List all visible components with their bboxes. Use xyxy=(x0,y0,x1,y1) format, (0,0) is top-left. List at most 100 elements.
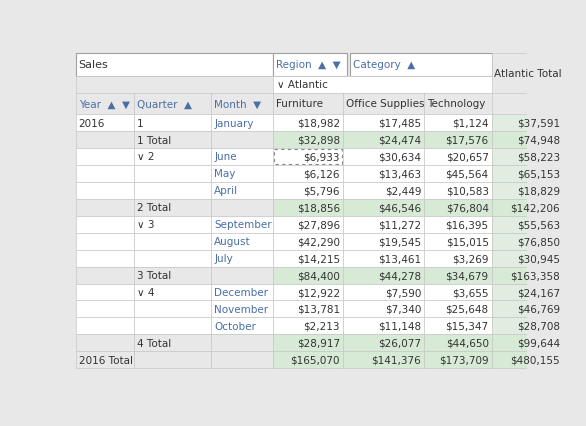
Text: $28,917: $28,917 xyxy=(297,338,340,348)
Text: $65,153: $65,153 xyxy=(517,169,560,179)
Text: Atlantic Total: Atlantic Total xyxy=(493,69,561,78)
Bar xyxy=(492,301,563,318)
Bar xyxy=(343,166,424,182)
Bar xyxy=(492,182,563,199)
Bar xyxy=(134,318,211,334)
Text: $11,272: $11,272 xyxy=(378,220,421,230)
Bar xyxy=(76,199,134,216)
Bar xyxy=(273,301,343,318)
Bar xyxy=(273,233,343,250)
Bar xyxy=(273,53,347,77)
Bar xyxy=(343,93,424,115)
Bar xyxy=(492,284,563,301)
Text: $6,126: $6,126 xyxy=(304,169,340,179)
Bar xyxy=(273,250,343,267)
Text: $74,948: $74,948 xyxy=(517,135,560,145)
Text: $5,796: $5,796 xyxy=(304,186,340,196)
Bar xyxy=(134,351,211,368)
Text: $7,590: $7,590 xyxy=(385,288,421,297)
Text: $30,945: $30,945 xyxy=(517,253,560,264)
Text: $18,982: $18,982 xyxy=(297,118,340,128)
Bar xyxy=(492,318,563,334)
Text: Region  ▲  ▼: Region ▲ ▼ xyxy=(277,60,341,70)
Bar xyxy=(273,132,343,149)
Text: $27,896: $27,896 xyxy=(297,220,340,230)
Text: $58,223: $58,223 xyxy=(517,152,560,162)
Bar xyxy=(211,199,273,216)
Bar xyxy=(76,318,134,334)
Bar xyxy=(273,166,343,182)
Bar xyxy=(492,216,563,233)
Text: Quarter  ▲: Quarter ▲ xyxy=(137,99,192,109)
Bar xyxy=(492,166,563,182)
Text: Category  ▲: Category ▲ xyxy=(353,60,415,70)
Bar xyxy=(424,284,492,301)
Text: December: December xyxy=(214,288,268,297)
Text: 1 Total: 1 Total xyxy=(137,135,171,145)
Text: $14,215: $14,215 xyxy=(297,253,340,264)
Text: 2016 Total: 2016 Total xyxy=(79,355,132,365)
Bar xyxy=(76,351,134,368)
Bar xyxy=(424,93,492,115)
Bar xyxy=(492,233,563,250)
Bar xyxy=(424,233,492,250)
Bar xyxy=(343,250,424,267)
Bar xyxy=(211,284,273,301)
Bar xyxy=(211,149,273,166)
Bar xyxy=(273,284,343,301)
Bar xyxy=(76,115,134,132)
Bar xyxy=(273,115,343,132)
Bar xyxy=(134,182,211,199)
Text: $30,634: $30,634 xyxy=(378,152,421,162)
Bar xyxy=(424,334,492,351)
Bar xyxy=(343,334,424,351)
Text: $25,648: $25,648 xyxy=(445,304,489,314)
Text: Technology: Technology xyxy=(427,99,486,109)
Text: $15,015: $15,015 xyxy=(445,237,489,247)
Bar xyxy=(492,250,563,267)
Text: July: July xyxy=(214,253,233,264)
Text: Sales: Sales xyxy=(79,60,108,70)
Text: $10,583: $10,583 xyxy=(445,186,489,196)
Text: $173,709: $173,709 xyxy=(439,355,489,365)
Bar xyxy=(424,351,492,368)
Bar xyxy=(134,284,211,301)
Text: 3 Total: 3 Total xyxy=(137,271,171,280)
Bar xyxy=(134,301,211,318)
Bar xyxy=(211,93,273,115)
Bar xyxy=(273,199,343,216)
Text: $45,564: $45,564 xyxy=(445,169,489,179)
Text: $12,922: $12,922 xyxy=(297,288,340,297)
Bar xyxy=(211,132,273,149)
Bar xyxy=(273,93,343,115)
Bar xyxy=(424,199,492,216)
Bar xyxy=(273,334,343,351)
Text: 2 Total: 2 Total xyxy=(137,203,171,213)
Bar xyxy=(211,182,273,199)
Text: $163,358: $163,358 xyxy=(510,271,560,280)
Bar xyxy=(492,199,563,216)
Bar xyxy=(424,166,492,182)
Text: $24,167: $24,167 xyxy=(517,288,560,297)
Bar xyxy=(211,267,273,284)
Bar xyxy=(424,318,492,334)
Bar xyxy=(492,267,563,284)
Text: $2,213: $2,213 xyxy=(304,321,340,331)
Bar xyxy=(492,53,563,93)
Text: 4 Total: 4 Total xyxy=(137,338,171,348)
Bar xyxy=(343,132,424,149)
Text: 1: 1 xyxy=(137,118,144,128)
Text: $44,650: $44,650 xyxy=(445,338,489,348)
Bar xyxy=(343,318,424,334)
Bar xyxy=(76,166,134,182)
Bar xyxy=(424,216,492,233)
Bar xyxy=(492,351,563,368)
Text: $3,269: $3,269 xyxy=(452,253,489,264)
Bar xyxy=(76,93,134,115)
Bar xyxy=(273,149,343,166)
Text: $44,278: $44,278 xyxy=(378,271,421,280)
Text: $480,155: $480,155 xyxy=(510,355,560,365)
Text: $28,708: $28,708 xyxy=(517,321,560,331)
Bar xyxy=(343,301,424,318)
Bar xyxy=(134,267,211,284)
